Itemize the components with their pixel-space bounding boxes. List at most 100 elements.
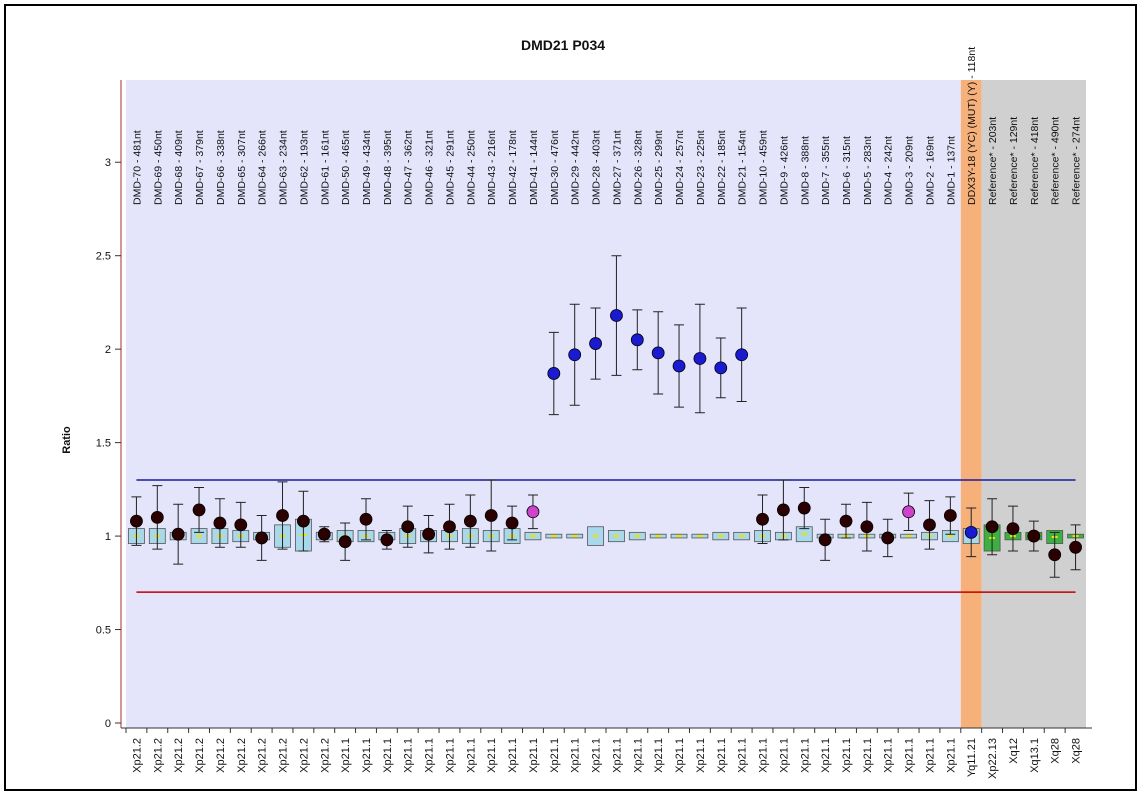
x-tick-label: Xp21.1 — [841, 738, 853, 773]
x-tick-label: Xp22.13 — [987, 738, 999, 779]
ratio-dot — [463, 514, 477, 528]
probe-label: DMD-46 - 321nt — [424, 130, 436, 205]
ratio-dot — [797, 501, 811, 515]
ratio-dot — [1006, 522, 1020, 536]
x-tick-label: Xp21.1 — [924, 738, 936, 773]
probe-label: DMD-8 - 388nt — [799, 136, 811, 205]
ratio-dot — [756, 512, 769, 526]
probe-label: DMD-64 - 266nt — [257, 130, 269, 205]
probe-label: Reference* - 490nt — [1050, 117, 1062, 205]
x-tick-label: Xp21.1 — [361, 738, 373, 773]
ratio-dot — [672, 359, 686, 373]
probe-label: DMD-61 - 161nt — [319, 130, 331, 205]
x-tick-label: Xp21.1 — [549, 738, 561, 773]
x-tick-label: Xp21.1 — [528, 738, 540, 773]
x-tick-label: Xp21.2 — [194, 738, 206, 773]
ratio-dot — [985, 520, 999, 534]
ratio-dot — [380, 533, 394, 547]
x-tick-label: Xq12 — [1008, 738, 1020, 764]
ratio-dot — [130, 514, 143, 528]
y-tick-label: 0 — [105, 718, 111, 730]
x-tick-label: Xp21.2 — [152, 738, 164, 773]
x-tick-label: Xp21.1 — [778, 738, 790, 773]
ratio-dot — [255, 531, 269, 545]
probe-label: DMD-2 - 169nt — [924, 136, 936, 205]
ratio-dot — [338, 535, 352, 549]
x-tick-label: Xp21.1 — [444, 738, 456, 773]
x-tick-label: Xp21.1 — [883, 738, 895, 773]
ratio-dot — [422, 527, 436, 541]
x-tick-label: Xp21.2 — [278, 738, 290, 773]
ratio-dot — [1048, 548, 1062, 562]
ratio-dot — [192, 503, 206, 517]
x-tick-label: Xp21.1 — [758, 738, 770, 773]
probe-label: DMD-29 - 442nt — [570, 130, 582, 205]
probe-label: DMD-62 - 193nt — [298, 130, 310, 205]
y-tick-label: 2.5 — [96, 251, 111, 263]
y-tick-label: 2 — [105, 344, 111, 356]
ratio-dot — [735, 348, 749, 362]
probe-label: DMD-5 - 283nt — [862, 136, 874, 205]
probe-label: DMD-63 - 234nt — [278, 130, 290, 205]
probe-label: DMD-30 - 476nt — [549, 130, 561, 205]
ratio-dot — [776, 503, 790, 517]
x-tick-label: Xp21.1 — [945, 738, 957, 773]
probe-label: DDX3Y-18 (YC) (MUT) (Y) - 118nt — [966, 47, 978, 205]
ratio-dot — [923, 518, 936, 532]
probe-label: DMD-69 - 450nt — [152, 130, 164, 205]
ratio-dot — [150, 510, 164, 524]
probe-label: DMD-44 - 250nt — [465, 130, 477, 205]
x-tick-label: Xp21.1 — [674, 738, 686, 773]
chart-title: DMD21 P034 — [521, 37, 605, 53]
probe-label: DMD-42 - 178nt — [507, 130, 519, 205]
x-tick-label: Xp21.1 — [799, 738, 811, 773]
ratio-dot — [1069, 540, 1082, 554]
x-tick-label: Xp21.1 — [403, 738, 415, 773]
x-tick-label: Xp21.1 — [382, 738, 394, 773]
ratio-dot — [693, 352, 707, 365]
probe-label: DMD-26 - 328nt — [632, 130, 644, 205]
probe-label: DMD-27 - 371nt — [611, 130, 623, 205]
probe-label: Reference* - 274nt — [1071, 117, 1083, 205]
probe-label: DMD-70 - 481nt — [131, 130, 143, 205]
x-tick-label: Yq11.21 — [966, 738, 978, 777]
x-tick-label: Xp21.1 — [486, 738, 498, 773]
x-tick-label: Xp21.1 — [340, 738, 352, 773]
x-tick-label: Xp21.2 — [319, 738, 331, 773]
probe-label: Reference* - 129nt — [1008, 117, 1020, 205]
ratio-dot — [547, 367, 561, 380]
probe-label: DMD-7 - 355nt — [820, 136, 832, 205]
ratio-dot — [860, 520, 874, 534]
y-tick-label: 1 — [105, 531, 111, 543]
ratio-dot — [839, 514, 853, 528]
x-tick-label: Xp21.2 — [173, 738, 185, 773]
x-tick-label: Xp21.2 — [131, 738, 143, 773]
probe-label: DMD-66 - 338nt — [215, 130, 227, 205]
ratio-dot — [505, 516, 519, 530]
x-tick-label: Xp21.1 — [737, 738, 749, 773]
y-tick-label: 1.5 — [96, 438, 111, 450]
probe-label: DMD-41 - 144nt — [528, 130, 540, 205]
probe-label: DMD-50 - 465nt — [340, 130, 352, 205]
x-tick-label: Xq28 — [1050, 738, 1062, 764]
x-tick-label: Xq28 — [1071, 738, 1083, 764]
x-tick-label: Xp21.2 — [236, 738, 248, 773]
x-tick-label: Xp21.1 — [632, 738, 644, 773]
probe-label: DMD-10 - 459nt — [758, 130, 770, 205]
ratio-dot — [276, 509, 289, 522]
x-tick-label: Xp21.1 — [591, 738, 603, 773]
x-tick-label: Xp21.1 — [653, 738, 665, 773]
y-axis-label: Ratio — [61, 426, 73, 454]
probe-label: DMD-45 - 291nt — [444, 130, 456, 205]
probe-label: Reference* - 418nt — [1029, 117, 1041, 205]
ratio-dot — [568, 348, 582, 362]
probe-label: DMD-25 - 299nt — [653, 130, 665, 205]
ratio-dot — [630, 333, 644, 347]
probe-label: DMD-48 - 395nt — [382, 130, 394, 205]
ratio-dot — [296, 514, 310, 528]
probe-label: DMD-4 - 242nt — [883, 136, 895, 205]
ratio-dot — [943, 509, 957, 522]
x-tick-label: Xp21.1 — [716, 738, 728, 773]
ratio-dot — [818, 533, 832, 547]
ratio-dot — [651, 346, 665, 360]
